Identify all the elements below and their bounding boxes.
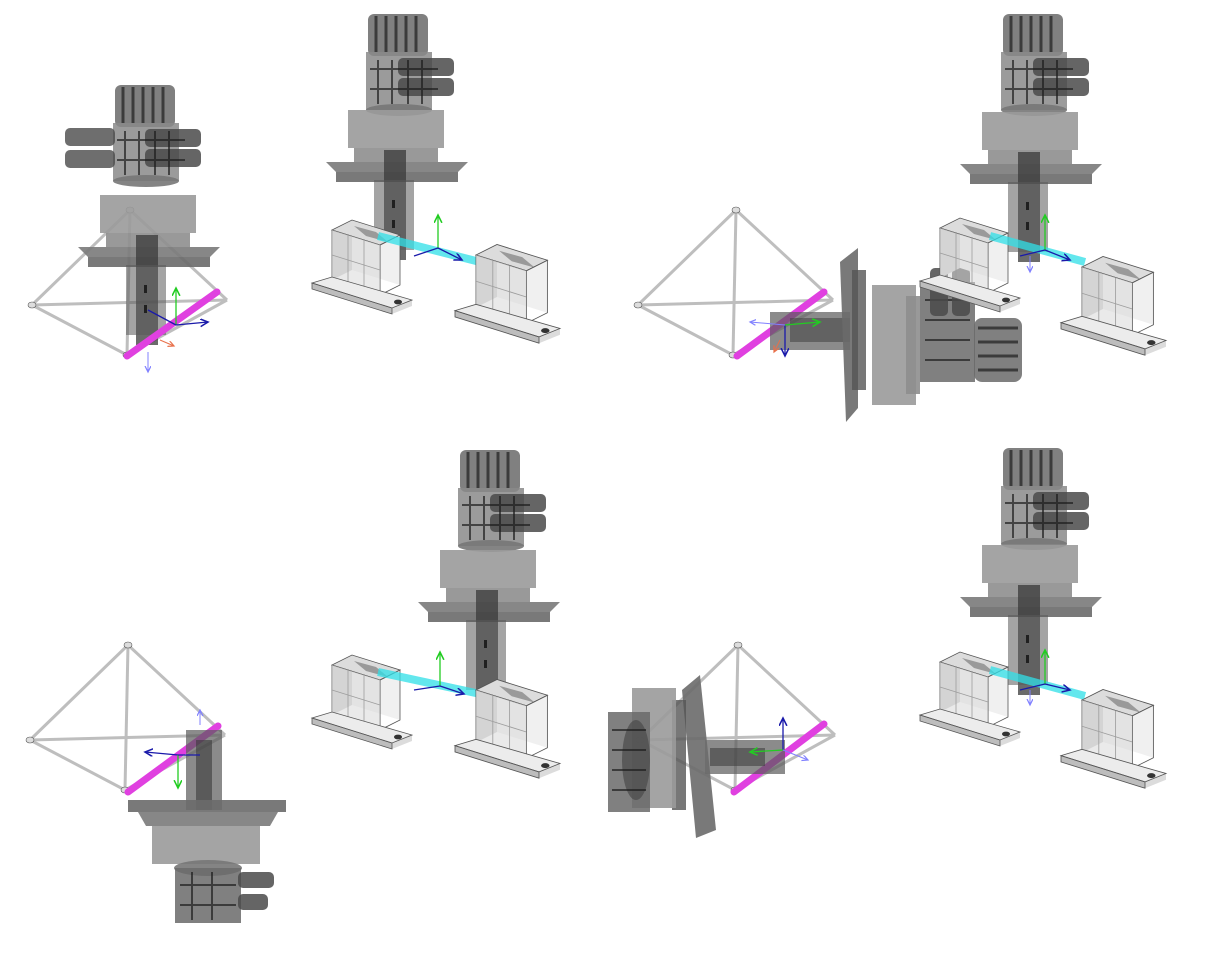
bracket-left <box>311 654 413 750</box>
panel-2 <box>311 12 561 344</box>
axis-triad <box>750 718 808 760</box>
panel-1 <box>26 83 229 372</box>
mount-assembly <box>418 550 560 700</box>
motor-module <box>999 12 1091 118</box>
horizontal-mount <box>770 248 920 422</box>
motor-module <box>364 12 456 118</box>
panel-7 <box>608 640 837 838</box>
bracket-right <box>1060 255 1167 356</box>
axis-triad <box>1019 650 1070 705</box>
panel-4 <box>919 12 1167 356</box>
axis-triad <box>413 215 462 260</box>
panel-6 <box>311 448 561 779</box>
panel-3 <box>632 205 1022 422</box>
motor-module <box>999 446 1091 552</box>
panel-8 <box>919 446 1167 789</box>
axis-triad <box>148 288 208 372</box>
panel-5 <box>24 640 286 923</box>
clamp-left <box>65 128 115 168</box>
bracket-left <box>919 651 1021 747</box>
bracket-left <box>311 219 413 315</box>
inverted-mount <box>128 730 286 864</box>
motor-module <box>111 83 203 189</box>
cyan-rod <box>377 668 486 699</box>
axis-triad <box>1019 215 1070 272</box>
axis-triad <box>750 322 820 356</box>
horizontal-mount <box>632 675 785 838</box>
axis-triad <box>413 652 464 694</box>
motor-module-inverted <box>174 860 274 923</box>
bracket-right <box>1060 688 1167 789</box>
magenta-rod <box>123 288 221 360</box>
axis-triad <box>145 710 200 788</box>
motor-module-rotated <box>608 712 650 812</box>
motor-module <box>456 448 548 554</box>
